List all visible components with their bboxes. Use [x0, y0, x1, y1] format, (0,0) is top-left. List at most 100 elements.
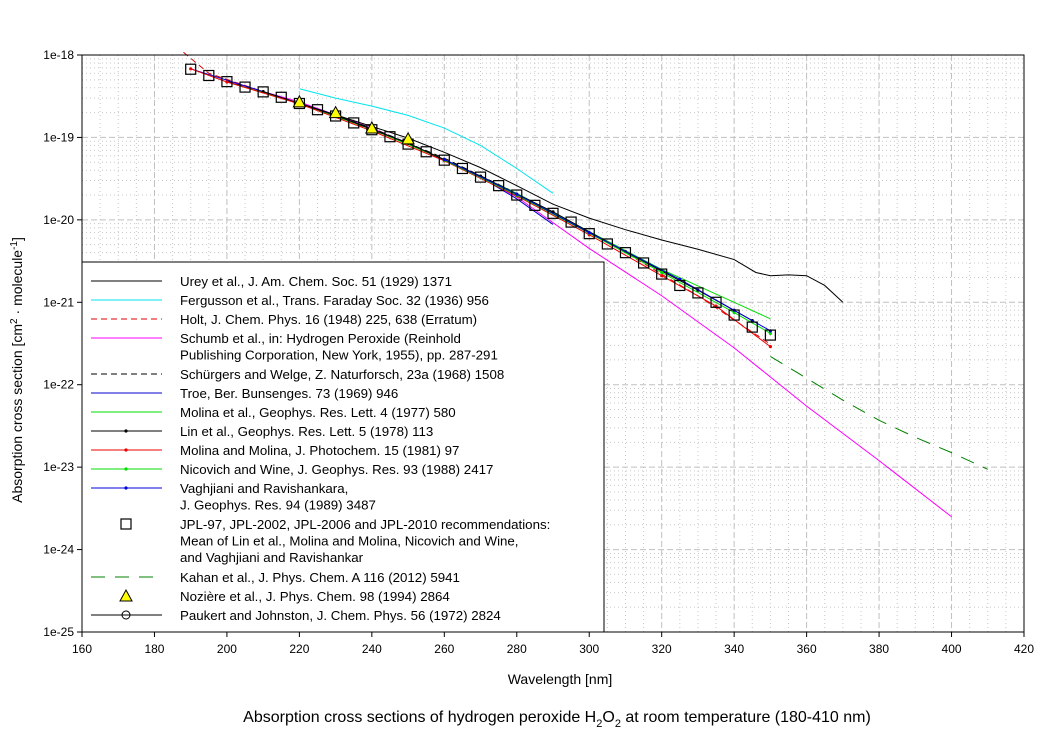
legend-label: Schürgers and Welge, Z. Naturforsch, 23a…: [180, 367, 504, 382]
legend-label: Kahan et al., J. Phys. Chem. A 116 (2012…: [180, 570, 460, 585]
chart-title: Absorption cross sections of hydrogen pe…: [243, 709, 871, 730]
legend-marker: [124, 467, 128, 471]
legend-entry: JPL-97, JPL-2002, JPL-2006 and JPL-2010 …: [120, 517, 550, 565]
data-point: [656, 268, 668, 280]
series-12: [770, 356, 988, 470]
data-point: [311, 104, 324, 116]
legend-entry: Kahan et al., J. Phys. Chem. A 116 (2012…: [91, 570, 460, 585]
data-point: [401, 131, 415, 145]
legend-label: Troe, Ber. Bunsenges. 73 (1969) 946: [180, 386, 398, 401]
legend-marker: [124, 429, 128, 433]
x-tick-label: 420: [1014, 642, 1034, 656]
data-point: [328, 105, 343, 119]
legend-label: Holt, J. Chem. Phys. 16 (1948) 225, 638 …: [180, 312, 477, 327]
series-line: [770, 356, 988, 470]
x-tick-label: 220: [289, 642, 309, 656]
legend-label: and Vaghjiani and Ravishankar: [180, 550, 364, 565]
data-point: [637, 257, 650, 269]
legend-marker: [124, 486, 128, 490]
x-tick-label: 360: [797, 642, 817, 656]
legend-box: [81, 261, 605, 633]
data-point: [529, 199, 541, 211]
legend-label: Molina et al., Geophys. Res. Lett. 4 (19…: [180, 405, 456, 420]
data-point: [348, 117, 360, 129]
legend-entry: Urey et al., J. Am. Chem. Soc. 51 (1929)…: [91, 274, 452, 289]
series-3: [226, 80, 952, 518]
x-tick-label: 240: [362, 642, 382, 656]
x-tick-label: 300: [579, 642, 599, 656]
data-point: [456, 162, 469, 175]
series-line: [190, 68, 771, 348]
legend-label: Vaghjiani and Ravishankara,: [180, 481, 348, 496]
series-layer: [183, 51, 988, 518]
legend-entry: Molina et al., Geophys. Res. Lett. 4 (19…: [91, 405, 456, 420]
x-tick-label: 320: [652, 642, 672, 656]
legend-label: J. Geophys. Res. 94 (1989) 3487: [180, 498, 376, 513]
data-point: [583, 228, 595, 240]
data-point: [365, 120, 379, 134]
legend-label: Urey et al., J. Am. Chem. Soc. 51 (1929)…: [180, 274, 452, 289]
legend-entry: Vaghjiani and Ravishankara, J. Geophys. R…: [91, 481, 376, 513]
y-axis-label: Absorption cross section [cm2 · molecule…: [9, 237, 25, 503]
data-point: [768, 331, 772, 335]
legend-label: Molina and Molina, J. Photochem. 15 (198…: [180, 443, 459, 458]
legend-label: Nozière et al., J. Phys. Chem. 98 (1994)…: [180, 589, 450, 604]
x-tick-label: 160: [72, 642, 92, 656]
y-tick-label: 1e-25: [43, 625, 74, 639]
data-point: [384, 131, 396, 143]
legend-entry: Schumb et al., in: Hydrogen Peroxide (Re…: [91, 331, 498, 363]
x-tick-label: 280: [507, 642, 527, 656]
legend-entry: Schürgers and Welge, Z. Naturforsch, 23a…: [91, 367, 504, 382]
data-point: [511, 189, 523, 201]
data-point: [203, 69, 215, 82]
y-tick-label: 1e-23: [43, 460, 74, 474]
ticks: 160 180 200 220 240 260 280 300 320 340 360 380 400 4…: [43, 48, 1034, 656]
series-line: [444, 159, 771, 332]
data-point: [515, 192, 519, 196]
legend: Urey et al., J. Am. Chem. Soc. 51 (1929)…: [81, 261, 605, 633]
legend-label: JPL-97, JPL-2002, JPL-2006 and JPL-2010 …: [180, 517, 550, 532]
data-point: [547, 207, 559, 219]
data-point: [438, 154, 450, 166]
data-point: [768, 344, 772, 349]
legend-marker: [121, 610, 131, 620]
data-point: [660, 270, 664, 275]
legend-label: Fergusson et al., Trans. Faraday Soc. 32…: [180, 293, 489, 308]
data-point: [732, 310, 736, 315]
data-point: [746, 321, 758, 333]
y-tick-label: 1e-20: [43, 213, 74, 227]
data-point: [257, 86, 269, 98]
data-point: [292, 94, 307, 108]
data-point: [565, 216, 577, 228]
data-point: [660, 274, 664, 278]
data-point: [601, 238, 613, 250]
data-point: [692, 287, 704, 299]
data-point: [587, 231, 591, 235]
data-point: [474, 171, 487, 183]
legend-entry: Holt, J. Chem. Phys. 16 (1948) 225, 638 …: [91, 312, 477, 327]
y-tick-label: 1e-21: [43, 295, 74, 309]
x-tick-label: 260: [434, 642, 454, 656]
legend-marker: [119, 588, 133, 602]
data-point: [275, 91, 287, 103]
legend-entry: Nicovich and Wine, J. Geophys. Res. 93 (…: [91, 462, 493, 477]
x-axis-label: Wavelength [nm]: [508, 671, 613, 687]
data-point: [710, 296, 722, 308]
data-point: [442, 157, 446, 162]
legend-label: Schumb et al., in: Hydrogen Peroxide (Re…: [180, 331, 461, 346]
data-point: [764, 329, 776, 341]
data-point: [619, 247, 632, 259]
legend-entry: Molina and Molina, J. Photochem. 15 (198…: [91, 443, 459, 458]
x-tick-label: 180: [144, 642, 164, 656]
data-point: [728, 309, 740, 321]
data-point: [239, 81, 251, 93]
y-tick-label: 1e-24: [43, 543, 74, 557]
legend-label: Mean of Lin et al., Molina and Molina, N…: [180, 534, 519, 549]
series-13: [292, 94, 415, 145]
y-tick-label: 1e-18: [43, 48, 74, 62]
x-tick-label: 340: [724, 642, 744, 656]
series-1: [299, 88, 554, 194]
legend-entry: Nozière et al., J. Phys. Chem. 98 (1994)…: [119, 588, 450, 604]
